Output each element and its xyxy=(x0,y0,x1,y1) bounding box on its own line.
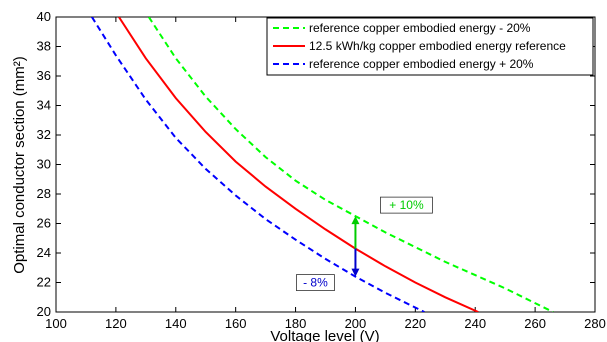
y-tick-label: 20 xyxy=(37,304,51,319)
x-tick-label: 160 xyxy=(225,316,247,331)
legend-entry-label: 12.5 kWh/kg copper embodied energy refer… xyxy=(309,39,566,53)
y-tick-label: 28 xyxy=(37,186,51,201)
x-tick-label: 220 xyxy=(404,316,426,331)
y-tick-label: 30 xyxy=(37,157,51,172)
annotation-arrow-head xyxy=(351,216,360,225)
y-tick-label: 36 xyxy=(37,68,51,83)
legend: reference copper embodied energy - 20% 12… xyxy=(266,17,594,76)
x-tick-label: 240 xyxy=(464,316,486,331)
y-tick-label: 24 xyxy=(37,245,51,260)
legend-entry-label: reference copper embodied energy - 20% xyxy=(309,21,531,35)
x-tick-label: 260 xyxy=(524,316,546,331)
legend-entry-label: reference copper embodied energy + 20% xyxy=(309,57,534,71)
annotation-arrow-head xyxy=(351,268,360,277)
y-tick-label: 22 xyxy=(37,275,51,290)
y-tick-label: 32 xyxy=(37,127,51,142)
x-axis: 100 120 140 160 180 200 220 240 260 280 xyxy=(45,17,606,331)
y-tick-label: 38 xyxy=(37,39,51,54)
x-tick-label: 280 xyxy=(584,316,606,331)
legend-box xyxy=(266,17,594,76)
series-line-0 xyxy=(147,17,554,312)
annotation-box xyxy=(296,274,335,292)
y-tick-label: 26 xyxy=(37,216,51,231)
annotation-label: - 8% xyxy=(303,276,328,290)
y-axis-label: Optimal conductor section (mm²) xyxy=(11,56,28,274)
y-tick-label: 40 xyxy=(37,9,51,24)
series-layer xyxy=(91,17,554,312)
annotation-box xyxy=(380,196,433,214)
x-tick-label: 140 xyxy=(165,316,187,331)
series-line-1 xyxy=(118,17,479,312)
x-tick-label: 100 xyxy=(45,316,67,331)
series-line-2 xyxy=(91,17,425,312)
y-tick-label: 34 xyxy=(37,98,51,113)
x-tick-label: 180 xyxy=(285,316,307,331)
annotation-label: + 10% xyxy=(389,198,424,212)
y-axis: 20 22 24 26 28 30 32 34 36 38 40 xyxy=(37,9,595,319)
x-tick-label: 200 xyxy=(345,316,367,331)
x-tick-label: 120 xyxy=(105,316,127,331)
annotation-layer: + 10% - 8% xyxy=(296,196,433,292)
x-axis-label: Voltage level (V) xyxy=(270,328,379,342)
